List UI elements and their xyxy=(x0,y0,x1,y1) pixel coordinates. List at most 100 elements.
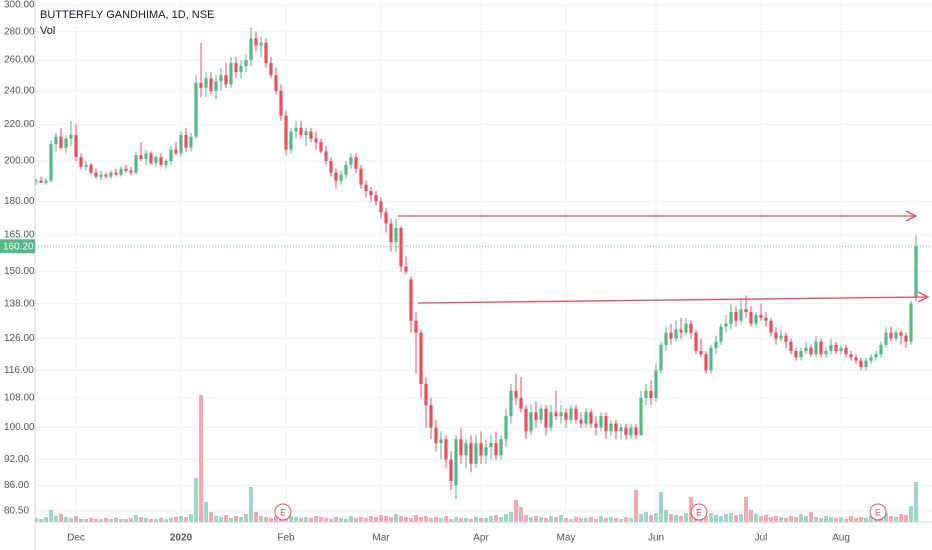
volume-bar xyxy=(459,518,463,522)
candle-body xyxy=(684,323,688,333)
candle-body xyxy=(209,78,213,91)
candle-body xyxy=(369,190,373,196)
volume-bar xyxy=(409,518,413,522)
candle-body xyxy=(734,312,738,321)
candle-body xyxy=(239,66,243,73)
volume-bar xyxy=(324,518,328,522)
y-tick-label: 92.00 xyxy=(4,454,29,465)
volume-bar xyxy=(339,518,343,522)
volume-bar xyxy=(174,517,178,522)
candle-body xyxy=(619,427,623,432)
volume-bar xyxy=(214,516,218,522)
candle-body xyxy=(699,351,703,355)
candle-body xyxy=(829,344,833,352)
volume-bar xyxy=(824,516,828,522)
volume-bar xyxy=(434,517,438,522)
candle-body xyxy=(309,131,313,139)
volume-bar xyxy=(289,516,293,522)
earnings-marker[interactable]: E xyxy=(274,503,292,521)
candle-body xyxy=(219,75,223,82)
volume-bar xyxy=(129,518,133,522)
earnings-marker[interactable]: E xyxy=(869,503,887,521)
candle-body xyxy=(689,323,693,333)
volume-bar xyxy=(234,516,238,522)
candle-body xyxy=(464,443,468,456)
candle-body xyxy=(284,115,288,150)
candle-body xyxy=(269,63,273,76)
candle-body xyxy=(184,134,188,148)
candle-body xyxy=(159,157,163,165)
candle-body xyxy=(429,405,433,428)
candle-body xyxy=(109,172,113,177)
volume-layer xyxy=(34,395,918,522)
volume-bar xyxy=(889,516,893,522)
volume-bar xyxy=(544,518,548,522)
candle-body xyxy=(394,228,398,242)
candle-body xyxy=(644,390,648,398)
candle-body xyxy=(564,412,568,420)
volume-bar xyxy=(529,517,533,522)
candle-body xyxy=(44,180,48,183)
earnings-marker[interactable]: E xyxy=(690,503,708,521)
volume-bar xyxy=(444,516,448,522)
candle-body xyxy=(264,42,268,64)
volume-bar xyxy=(784,518,788,522)
volume-bar xyxy=(709,513,713,522)
candle-body xyxy=(189,136,193,148)
candle-body xyxy=(574,408,578,420)
volume-bar xyxy=(54,516,58,522)
volume-bar xyxy=(559,515,563,522)
candle-body xyxy=(479,443,483,456)
volume-bar xyxy=(469,519,473,522)
candle-body xyxy=(814,341,818,355)
volume-bar xyxy=(239,517,243,522)
volume-bar xyxy=(364,518,368,522)
volume-bar xyxy=(629,518,633,522)
candle-body xyxy=(834,344,838,352)
candle-body xyxy=(474,443,478,464)
volume-bar xyxy=(714,515,718,522)
candle-body xyxy=(614,423,618,432)
candle-body xyxy=(344,164,348,175)
candle-body xyxy=(449,459,453,482)
candle-body xyxy=(349,157,353,165)
volume-bar xyxy=(519,507,523,522)
candle-body xyxy=(824,351,828,355)
candle-body xyxy=(229,63,233,85)
volume-bar xyxy=(319,517,323,522)
candle-body xyxy=(744,309,748,313)
volume-bar xyxy=(89,518,93,522)
candle-body xyxy=(174,149,178,154)
candle-body xyxy=(324,151,328,161)
candle-body xyxy=(754,314,758,324)
volume-label: Vol xyxy=(40,25,55,37)
volume-bar xyxy=(579,518,583,522)
candle-body xyxy=(664,332,668,345)
volume-bar xyxy=(424,516,428,522)
candle-body xyxy=(749,312,753,324)
volume-bar xyxy=(769,517,773,522)
volume-bar xyxy=(764,515,768,522)
candle-body xyxy=(484,447,488,456)
volume-bar xyxy=(639,514,643,522)
volume-bar xyxy=(94,519,98,522)
x-tick-label: Apr xyxy=(473,533,489,544)
volume-bar xyxy=(584,518,588,522)
y-tick-label: 100.00 xyxy=(4,422,35,433)
volume-bar xyxy=(244,514,248,522)
candle-body xyxy=(554,412,558,417)
volume-bar xyxy=(414,515,418,522)
candle-body xyxy=(319,142,323,152)
candle-body xyxy=(74,134,78,158)
volume-bar xyxy=(804,516,808,522)
volume-bar xyxy=(294,517,298,522)
candle-body xyxy=(54,136,58,145)
candle-body xyxy=(64,138,68,148)
volume-bar xyxy=(774,516,778,522)
candle-body xyxy=(59,136,63,148)
volume-bar xyxy=(839,517,843,522)
volume-bar xyxy=(374,517,378,522)
volume-bar xyxy=(884,513,888,522)
candle-body xyxy=(169,149,173,161)
volume-bar xyxy=(859,517,863,522)
